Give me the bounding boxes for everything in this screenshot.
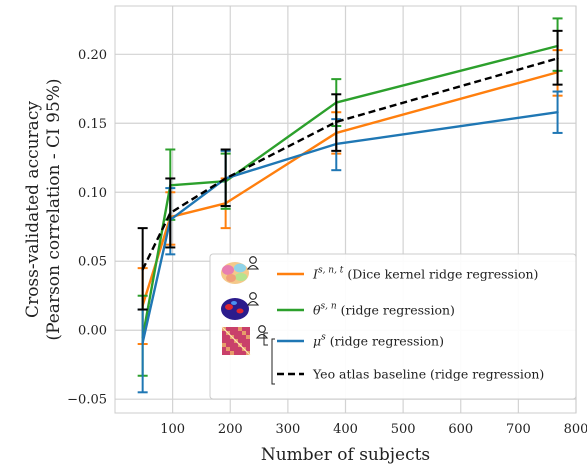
legend-box [209, 253, 577, 400]
bracket-icon [271, 338, 275, 385]
axes-layer: 100 200 300 400 500 600 700 800 −0.05 0.00 0.05 0.1… [67, 5, 587, 437]
axis-labels: Number of subjects Cross-validated accura… [23, 78, 430, 465]
legend-label-rest: (Dice kernel ridge regression) [343, 267, 538, 282]
y-tick-label: −0.05 [67, 393, 107, 408]
legend: Is, n, t (Dice kernel ridge regression) θ… [209, 253, 577, 400]
plot-frame [114, 5, 577, 414]
x-tick-label: 400 [333, 422, 358, 437]
legend-label-main: Yeo atlas baseline (ridge regression) [312, 367, 544, 382]
x-tick-label: 800 [564, 422, 587, 437]
icon-part [225, 304, 233, 310]
icon-part [258, 325, 266, 333]
brain-activation-icon [221, 298, 249, 320]
y-axis-label-line: Cross-validated accuracy [23, 101, 43, 318]
subject-icon [246, 256, 260, 270]
legend-label: μs (ridge regression) [313, 333, 444, 349]
icon-part [221, 326, 251, 356]
data-point [556, 57, 559, 60]
icon-part [236, 308, 244, 314]
x-tick-label: 200 [218, 422, 243, 437]
icon-part [234, 263, 246, 273]
subject-icon [246, 292, 260, 306]
y-tick-label: 0.20 [78, 48, 107, 63]
x-axis-label: Number of subjects [261, 445, 430, 465]
data-point [141, 268, 144, 271]
icon-part [255, 333, 269, 339]
legend-label-main: μ [313, 334, 321, 349]
bracket-icon [263, 332, 268, 346]
data-point [169, 211, 172, 215]
x-tick-label: 100 [160, 422, 185, 437]
legend-label-rest: (ridge regression) [337, 303, 455, 318]
icon-part [242, 331, 246, 335]
icon-part [222, 265, 234, 275]
legend-label-rest: (ridge regression) [326, 334, 444, 349]
brain-parcellation-icon [221, 262, 249, 284]
legend-label-superscript: s, n, t [318, 266, 344, 276]
legend-label-superscript: s, n [321, 302, 337, 312]
y-tick-label: 0.00 [78, 324, 107, 339]
grid-layer [115, 6, 577, 413]
icon-part [246, 264, 260, 270]
icon-part [246, 300, 260, 306]
x-tick-label: 300 [275, 422, 300, 437]
icon-part [246, 335, 250, 339]
legend-label: Yeo atlas baseline (ridge regression) [312, 367, 544, 382]
legend-label-superscript: s [321, 333, 326, 343]
subject-icon [255, 325, 269, 339]
data-point [224, 177, 227, 180]
icon-part [226, 347, 230, 351]
y-tick-label: 0.10 [78, 186, 107, 201]
icon-part [231, 301, 237, 305]
icon-part [249, 292, 257, 300]
legend-label-main: I [312, 267, 319, 282]
y-tick-label: 0.15 [78, 117, 107, 132]
data-point [141, 341, 144, 344]
data-point [556, 111, 559, 114]
legend-label: Is, n, t (Dice kernel ridge regression) [312, 266, 538, 282]
legend-label-main: θ [313, 303, 321, 318]
y-tick-label: 0.05 [78, 255, 107, 270]
y-axis-label: Cross-validated accuracy(Pearson correla… [23, 78, 64, 340]
icon-part [221, 298, 249, 320]
icon-part [249, 256, 257, 264]
x-tick-label: 500 [391, 422, 416, 437]
connectivity-matrix-icon [221, 326, 251, 356]
legend-label: θs, n (ridge regression) [313, 302, 455, 318]
series-3 [137, 29, 563, 311]
x-tick-label: 600 [448, 422, 473, 437]
icon-part [230, 351, 234, 355]
icon-part [238, 327, 242, 331]
data-point [335, 120, 338, 124]
icon-part [222, 343, 226, 347]
x-tick-label: 700 [506, 422, 531, 437]
series-layer [137, 17, 563, 394]
icon-part [226, 274, 236, 282]
y-axis-label-line: (Pearson correlation - CI 95%) [44, 78, 64, 340]
icon-part [235, 273, 247, 281]
